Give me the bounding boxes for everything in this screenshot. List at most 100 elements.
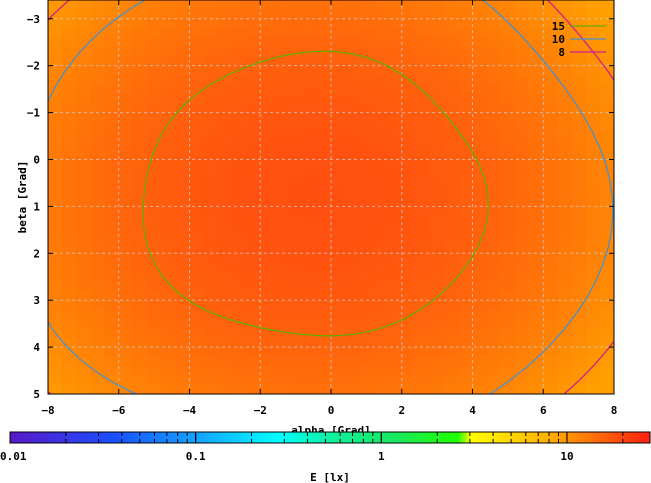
heatmap-cell <box>76 75 92 86</box>
heatmap-cell <box>302 56 318 67</box>
heatmap-cell <box>430 234 445 245</box>
heatmap-cell <box>387 225 403 236</box>
heatmap-cell <box>444 356 459 367</box>
heatmap-cell <box>231 225 247 236</box>
heatmap-cell <box>486 140 502 151</box>
heatmap-cell <box>62 84 77 95</box>
heatmap-cell <box>175 46 191 57</box>
heatmap-cell <box>231 375 247 386</box>
heatmap-cell <box>288 300 304 311</box>
heatmap-cell <box>472 318 488 329</box>
heatmap-cell <box>486 375 502 386</box>
y-tick-label: −3 <box>27 13 40 26</box>
heatmap-cell <box>331 56 346 67</box>
heatmap-cell <box>331 253 346 264</box>
heatmap-cell <box>430 187 445 198</box>
heatmap-cell <box>472 300 488 311</box>
heatmap-cell <box>62 337 77 348</box>
heatmap-cell <box>415 243 431 254</box>
heatmap-cell <box>345 112 360 123</box>
heatmap-cell <box>557 37 573 48</box>
heatmap-cell <box>90 46 106 57</box>
heatmap-cell <box>203 0 219 10</box>
heatmap-cell <box>415 178 431 189</box>
heatmap-cell <box>500 159 516 170</box>
heatmap-cell <box>90 121 106 132</box>
heatmap-cell <box>147 187 162 198</box>
heatmap-cell <box>48 262 63 273</box>
heatmap-cell <box>345 384 360 394</box>
heatmap-cell <box>104 37 120 48</box>
heatmap-cell <box>486 337 502 348</box>
heatmap-cell <box>387 121 403 132</box>
heatmap-cell <box>359 262 375 273</box>
x-tick-label: 2 <box>398 404 405 417</box>
heatmap-cell <box>331 112 346 123</box>
heatmap-cell <box>458 150 474 161</box>
heatmap-cell <box>486 281 502 292</box>
colorbar-tick-label: 1 <box>378 450 385 463</box>
heatmap-cell <box>345 347 360 358</box>
heatmap-cell <box>76 131 92 142</box>
heatmap-cell <box>430 93 445 104</box>
heatmap-cell <box>387 309 403 320</box>
heatmap-cell <box>557 281 573 292</box>
heatmap-cell <box>543 281 558 292</box>
heatmap-cell <box>557 215 573 226</box>
heatmap-cell <box>331 262 346 273</box>
heatmap-cell <box>274 159 290 170</box>
heatmap-cell <box>430 28 445 39</box>
heatmap-cell <box>486 347 502 358</box>
heatmap-cell <box>189 356 205 367</box>
heatmap-cell <box>585 56 601 67</box>
heatmap-cell <box>316 168 332 179</box>
heatmap-cell <box>246 187 261 198</box>
heatmap-cell <box>373 37 389 48</box>
heatmap-cell <box>260 131 275 142</box>
heatmap-cell <box>458 140 474 151</box>
heatmap-cell <box>401 46 417 57</box>
heatmap-cell <box>90 56 106 67</box>
heatmap-cell <box>543 121 558 132</box>
heatmap-cell <box>316 121 332 132</box>
heatmap-cell <box>472 234 488 245</box>
heatmap-cell <box>543 234 558 245</box>
heatmap-cell <box>599 103 614 114</box>
heatmap-cell <box>472 215 488 226</box>
heatmap-cell <box>500 281 516 292</box>
heatmap-cell <box>599 225 614 236</box>
heatmap-cell <box>246 384 261 394</box>
heatmap-cell <box>458 103 474 114</box>
heatmap-cell <box>231 84 247 95</box>
heatmap-cell <box>175 206 191 217</box>
heatmap-surface <box>48 0 614 394</box>
heatmap-cell <box>246 272 261 283</box>
heatmap-cell <box>415 318 431 329</box>
heatmap-cell <box>62 318 77 329</box>
heatmap-cell <box>472 187 488 198</box>
heatmap-cell <box>557 46 573 57</box>
heatmap-cell <box>599 178 614 189</box>
heatmap-cell <box>132 28 148 39</box>
heatmap-cell <box>472 0 488 10</box>
heatmap-cell <box>104 28 120 39</box>
heatmap-cell <box>274 225 290 236</box>
heatmap-cell <box>359 9 375 20</box>
heatmap-cell <box>514 243 530 254</box>
heatmap-cell <box>415 272 431 283</box>
heatmap-cell <box>415 253 431 264</box>
heatmap-cell <box>430 197 445 207</box>
heatmap-cell <box>430 168 445 179</box>
heatmap-cell <box>585 262 601 273</box>
heatmap-cell <box>203 168 219 179</box>
heatmap-cell <box>430 290 445 301</box>
heatmap-cell <box>415 84 431 95</box>
heatmap-cell <box>274 328 290 339</box>
heatmap-cell <box>203 197 219 207</box>
heatmap-cell <box>246 253 261 264</box>
heatmap-cell <box>260 37 275 48</box>
heatmap-cell <box>430 243 445 254</box>
heatmap-cell <box>118 84 134 95</box>
x-tick-label: 8 <box>611 404 618 417</box>
